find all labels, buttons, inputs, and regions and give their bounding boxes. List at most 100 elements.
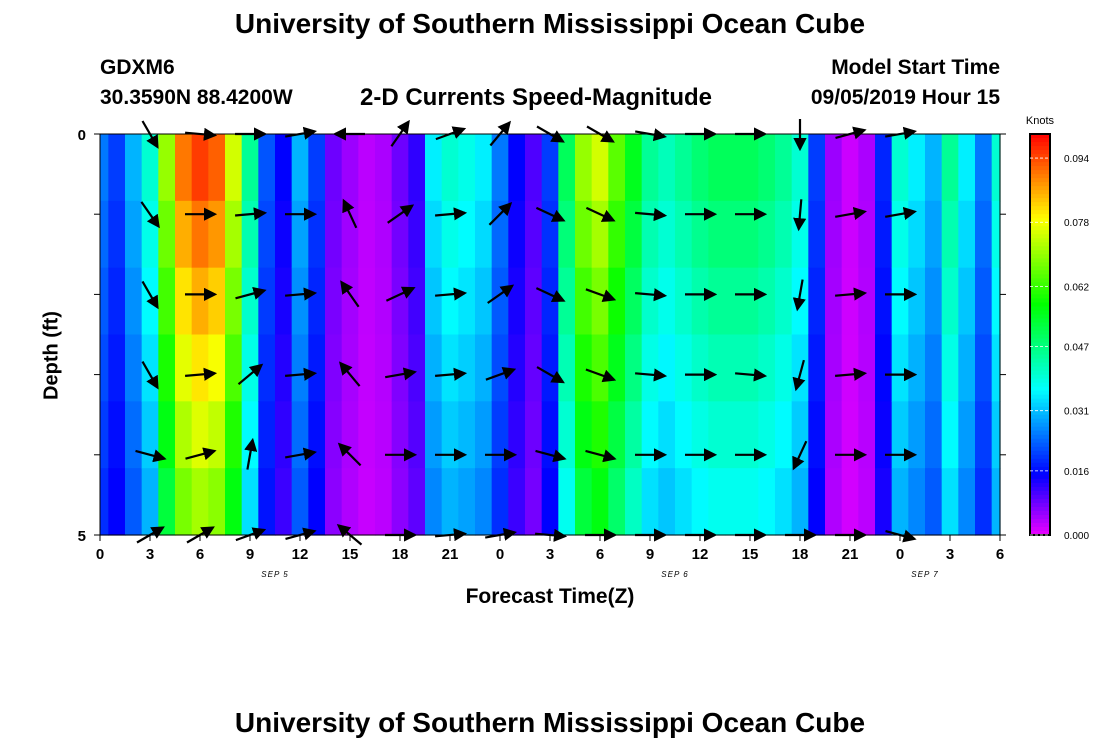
y-axis: 05 — [78, 127, 1006, 545]
colorbar-segment — [1030, 518, 1050, 524]
heatmap-cell — [541, 401, 559, 469]
heatmap-cell — [675, 200, 693, 269]
heatmap-cell — [141, 267, 159, 336]
heatmap-cell — [975, 200, 993, 269]
heatmap-cell — [175, 267, 193, 336]
heatmap-cell — [675, 134, 693, 202]
colorbar-segment — [1030, 502, 1050, 508]
colorbar-unit: Knots — [1026, 115, 1055, 127]
heatmap-cell — [475, 267, 493, 336]
colorbar-segment — [1030, 214, 1050, 219]
heatmap-cell — [808, 334, 826, 402]
x-tick-label: 3 — [546, 546, 554, 563]
heatmap-cell — [808, 401, 826, 469]
heatmap-cell — [508, 267, 526, 336]
heatmap-cell — [825, 200, 843, 269]
heatmap-cell — [775, 267, 793, 336]
heatmap-cell — [508, 134, 526, 202]
heatmap-cell — [475, 401, 493, 469]
x-tick-label: 21 — [442, 546, 459, 563]
heatmap-cell — [141, 468, 159, 536]
colorbar-segment — [1030, 366, 1050, 372]
heatmap-cell — [308, 267, 326, 336]
heatmap-cell — [641, 468, 659, 536]
heatmap-cell — [225, 334, 243, 402]
heatmap-cell — [841, 334, 859, 402]
heatmap-cell — [141, 134, 159, 202]
colorbar-tick-label: 0.094 — [1064, 154, 1089, 165]
current-vector — [387, 204, 415, 224]
colorbar-segment — [1030, 282, 1050, 287]
heatmap-cell — [191, 134, 209, 202]
colorbar-segment — [1030, 294, 1050, 300]
heatmap-cell — [858, 267, 876, 336]
heatmap-cell — [225, 468, 243, 536]
current-vector — [635, 207, 668, 222]
heatmap-cell — [125, 468, 143, 536]
current-vector — [535, 206, 566, 222]
colorbar-segment — [1030, 226, 1050, 231]
model-start-value: 09/05/2019 Hour 15 — [810, 86, 1000, 109]
heatmap-cell — [508, 468, 526, 536]
x-tick-label: 12 — [692, 546, 709, 563]
heatmap-cell — [458, 468, 476, 536]
heatmap-cell — [358, 401, 376, 469]
colorbar-segment — [1030, 438, 1050, 444]
heatmap-cell — [475, 200, 493, 269]
heatmap-cell — [708, 401, 726, 469]
heatmap-cell — [941, 401, 959, 469]
heatmap-cell — [158, 468, 176, 536]
current-vector — [435, 287, 468, 301]
heatmap-cell — [100, 267, 109, 336]
heatmap-cell — [941, 134, 959, 202]
heatmap-cell — [191, 267, 209, 336]
heatmap-cell — [208, 401, 226, 469]
colorbar-segment — [1030, 222, 1050, 227]
current-vector — [185, 367, 218, 381]
heatmap-cell — [625, 468, 643, 536]
heatmap-cell — [808, 200, 826, 269]
heatmap-cell — [275, 200, 293, 269]
heatmap-cell — [608, 134, 626, 202]
current-vector — [585, 449, 617, 463]
x-tick-label: 0 — [896, 546, 904, 563]
heatmap-cell — [708, 134, 726, 202]
heatmap-cell — [541, 134, 559, 202]
heatmap-cell — [741, 468, 759, 536]
current-vector — [485, 367, 517, 381]
heatmap-cell — [308, 334, 326, 402]
heatmap-cell — [725, 401, 743, 469]
page-title: University of Southern Mississippi Ocean… — [234, 8, 866, 39]
heatmap-cell — [875, 200, 893, 269]
colorbar-segment — [1030, 382, 1050, 388]
heatmap-cell — [125, 267, 143, 336]
current-vector — [285, 447, 317, 461]
heatmap-cell — [491, 134, 509, 202]
heatmap-cell — [625, 200, 643, 269]
current-vector — [792, 279, 806, 312]
colorbar-segment — [1030, 274, 1050, 279]
heatmap-cell — [691, 134, 709, 202]
x-tick-label: 18 — [392, 546, 409, 563]
heatmap-cell — [925, 134, 943, 202]
heatmap-cell — [991, 200, 1001, 269]
heatmap-cell — [891, 134, 909, 202]
heatmap-cell — [908, 134, 926, 202]
heatmap-cell — [641, 200, 659, 269]
colorbar-segment — [1030, 406, 1050, 412]
heatmap-cell — [908, 334, 926, 402]
heatmap-cell — [991, 401, 1001, 469]
colorbar-segment — [1030, 330, 1050, 336]
colorbar-segment — [1030, 326, 1050, 332]
colorbar-segment — [1030, 158, 1050, 163]
heatmap-cell — [808, 468, 826, 536]
heatmap-cell — [241, 468, 259, 536]
colorbar-segment — [1030, 198, 1050, 203]
x-tick-label: 15 — [342, 546, 359, 563]
heatmap-cell — [458, 134, 476, 202]
heatmap-cell — [591, 267, 609, 336]
colorbar-tick-label: 0.016 — [1064, 467, 1089, 478]
heatmap-cell — [475, 334, 493, 402]
colorbar-segment — [1030, 346, 1050, 352]
heatmap-cell — [408, 401, 426, 469]
